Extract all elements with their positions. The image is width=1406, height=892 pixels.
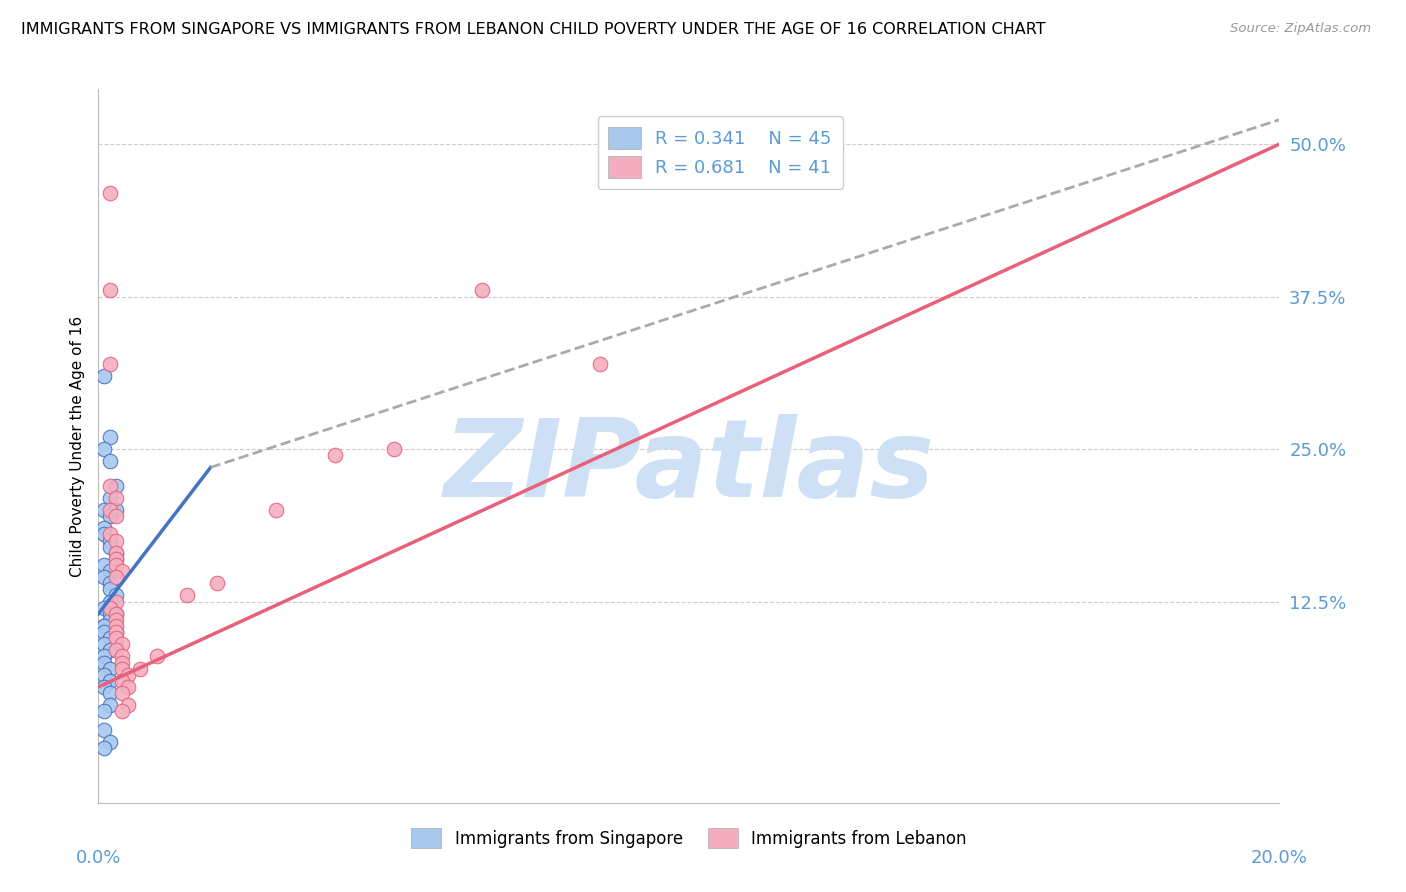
Point xyxy=(93,527,115,541)
Point xyxy=(98,430,121,444)
Point xyxy=(128,662,150,676)
Point xyxy=(98,600,121,615)
Point xyxy=(105,589,128,603)
Point xyxy=(105,546,128,560)
Point xyxy=(176,589,198,603)
Point xyxy=(105,558,128,572)
Point xyxy=(93,723,115,737)
Point xyxy=(105,613,128,627)
Point xyxy=(323,448,346,462)
Text: 20.0%: 20.0% xyxy=(1251,849,1308,867)
Point xyxy=(98,527,121,541)
Point xyxy=(98,673,121,688)
Point xyxy=(98,509,121,524)
Text: IMMIGRANTS FROM SINGAPORE VS IMMIGRANTS FROM LEBANON CHILD POVERTY UNDER THE AGE: IMMIGRANTS FROM SINGAPORE VS IMMIGRANTS … xyxy=(21,22,1046,37)
Point xyxy=(111,662,134,676)
Point xyxy=(93,637,115,651)
Point xyxy=(98,357,121,371)
Point xyxy=(382,442,405,456)
Point xyxy=(105,625,128,640)
Text: ZIPatlas: ZIPatlas xyxy=(443,415,935,520)
Point xyxy=(98,582,121,597)
Point xyxy=(471,284,494,298)
Point xyxy=(93,570,115,584)
Point xyxy=(98,533,121,548)
Y-axis label: Child Poverty Under the Age of 16: Child Poverty Under the Age of 16 xyxy=(69,316,84,576)
Point xyxy=(111,637,134,651)
Point xyxy=(98,631,121,645)
Point xyxy=(105,607,128,621)
Point xyxy=(111,649,134,664)
Point xyxy=(105,607,128,621)
Point xyxy=(98,607,121,621)
Text: Source: ZipAtlas.com: Source: ZipAtlas.com xyxy=(1230,22,1371,36)
Point xyxy=(98,594,121,608)
Point xyxy=(93,442,115,456)
Point xyxy=(105,551,128,566)
Point xyxy=(105,509,128,524)
Point xyxy=(93,680,115,694)
Point xyxy=(93,740,115,755)
Point xyxy=(105,643,128,657)
Point xyxy=(98,540,121,554)
Point xyxy=(98,735,121,749)
Point xyxy=(117,680,139,694)
Point xyxy=(98,686,121,700)
Point xyxy=(93,656,115,670)
Point xyxy=(111,656,134,670)
Point xyxy=(105,491,128,505)
Point xyxy=(93,667,115,681)
Point xyxy=(105,570,128,584)
Point xyxy=(98,643,121,657)
Point xyxy=(105,551,128,566)
Point xyxy=(105,625,128,640)
Point xyxy=(98,698,121,713)
Point xyxy=(98,576,121,591)
Point xyxy=(105,546,128,560)
Point xyxy=(93,649,115,664)
Point xyxy=(98,503,121,517)
Point xyxy=(93,625,115,640)
Point xyxy=(105,533,128,548)
Text: 0.0%: 0.0% xyxy=(76,849,121,867)
Point xyxy=(93,368,115,383)
Point xyxy=(205,576,228,591)
Point xyxy=(93,521,115,535)
Point xyxy=(264,503,287,517)
Point xyxy=(93,619,115,633)
Point xyxy=(93,704,115,718)
Point xyxy=(98,186,121,200)
Point xyxy=(105,503,128,517)
Point xyxy=(117,698,139,713)
Point xyxy=(105,478,128,492)
Point xyxy=(117,667,139,681)
Point xyxy=(98,478,121,492)
Point xyxy=(98,564,121,578)
Point xyxy=(98,284,121,298)
Point xyxy=(146,649,169,664)
Point xyxy=(111,564,134,578)
Point xyxy=(93,558,115,572)
Point xyxy=(98,662,121,676)
Point xyxy=(105,594,128,608)
Legend: Immigrants from Singapore, Immigrants from Lebanon: Immigrants from Singapore, Immigrants fr… xyxy=(405,822,973,855)
Point xyxy=(105,619,128,633)
Point xyxy=(111,686,134,700)
Point xyxy=(98,491,121,505)
Point xyxy=(589,357,612,371)
Point xyxy=(93,503,115,517)
Point xyxy=(98,454,121,468)
Point xyxy=(93,619,115,633)
Point xyxy=(105,631,128,645)
Point xyxy=(111,704,134,718)
Point xyxy=(93,600,115,615)
Point xyxy=(98,613,121,627)
Point xyxy=(111,673,134,688)
